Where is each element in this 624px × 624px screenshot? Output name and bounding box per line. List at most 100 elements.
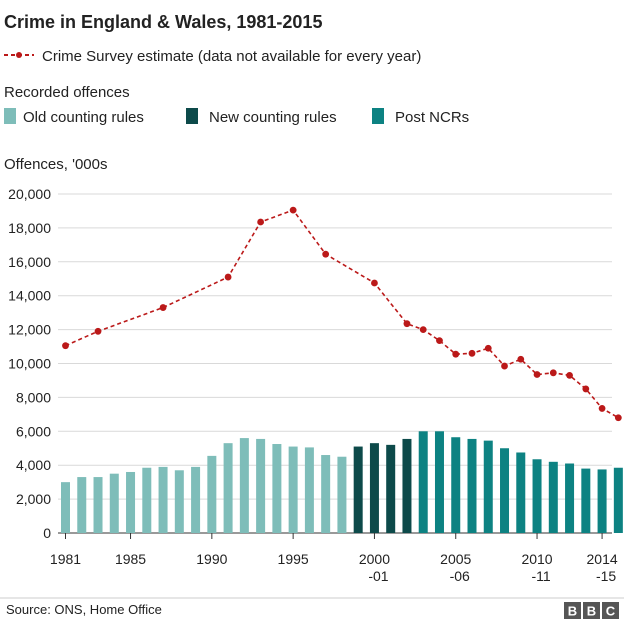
bar-1993	[256, 438, 266, 533]
bar-2013-14	[597, 469, 607, 533]
x-tick-label: 1981	[50, 551, 81, 567]
x-tick-label: -01	[368, 568, 388, 584]
legend-swatch-post-ncrs	[372, 108, 384, 124]
legend-swatch-old-counting-rules	[4, 108, 16, 124]
bbc-logo: B B C	[564, 602, 619, 619]
y-tick-label: 6,000	[16, 423, 51, 439]
crime-survey-point-1991	[224, 273, 232, 281]
svg-text:B: B	[568, 604, 577, 619]
crime-survey-point-2007-08	[501, 362, 508, 370]
crime-survey-path	[65, 209, 619, 419]
bar-2010-11	[548, 461, 558, 533]
bar-1997-98	[337, 456, 347, 533]
chart-title: Crime in England & Wales, 1981-2015	[4, 12, 322, 32]
y-tick-label: 2,000	[16, 491, 51, 507]
y-tick-label: 0	[43, 525, 51, 541]
x-tick-label: 1985	[115, 551, 146, 567]
crime-survey-line	[62, 206, 622, 422]
crime-survey-point-2002-03	[419, 326, 427, 333]
x-tick-label: 2000	[359, 551, 390, 567]
bar-2004-05	[451, 437, 461, 533]
bar-2003-04	[434, 431, 444, 533]
crime-survey-point-1987	[159, 304, 167, 311]
crime-survey-point-2008-09	[517, 355, 525, 363]
bar-2009-10	[532, 459, 542, 533]
y-tick-label: 8,000	[16, 389, 51, 405]
bar-1996	[304, 447, 314, 533]
crime-survey-point-2006-07	[484, 344, 492, 352]
bar-1990	[207, 455, 217, 533]
bar-2012-13	[581, 468, 591, 533]
svg-text:C: C	[606, 604, 616, 619]
bar-2002-03	[418, 431, 428, 533]
bar-1985	[126, 471, 136, 533]
crime-survey-point-2012-13	[582, 385, 590, 393]
x-axis-ticks: 1981 1985 1990 1995 2000-01 2005-06 2010-11 201…	[50, 533, 618, 584]
crime-survey-point-2010-11	[549, 369, 557, 377]
bar-1986	[142, 467, 152, 533]
legend-label-new-counting-rules: New counting rules	[209, 109, 337, 126]
source-note: Source: ONS, Home Office	[6, 602, 162, 617]
bar-1988	[174, 470, 184, 533]
bar-1995	[288, 446, 298, 533]
x-tick-label: 2005	[440, 551, 471, 567]
bar-2007-08	[500, 448, 510, 533]
x-tick-label: 1995	[278, 551, 309, 567]
x-tick-label: 1990	[196, 551, 227, 567]
bar-1984	[109, 473, 119, 533]
crime-survey-point-2013-14	[598, 405, 606, 412]
bar-2001-02	[402, 438, 412, 533]
legend-label-post-ncrs: Post NCRs	[395, 109, 469, 126]
legend-swatch-new-counting-rules	[186, 108, 198, 124]
crime-survey-point-1981	[62, 342, 69, 350]
bar-2006-07	[483, 440, 493, 533]
legend-bars-heading: Recorded offences	[4, 84, 130, 101]
bar-1989	[191, 466, 201, 533]
x-tick-label: -06	[450, 568, 470, 584]
bar-1983	[93, 477, 103, 533]
x-tick-label: -15	[596, 568, 616, 584]
y-tick-label: 12,000	[8, 322, 51, 338]
bar-1982	[77, 477, 87, 533]
crime-survey-point-2003-04	[436, 337, 443, 345]
legend: Crime Survey estimate (data not availabl…	[4, 48, 469, 126]
y-tick-label: 16,000	[8, 254, 51, 270]
bar-2011-12	[565, 463, 575, 533]
bar-1987	[158, 466, 168, 533]
crime-survey-point-2014-15	[614, 414, 622, 422]
x-tick-label: 2010	[521, 551, 552, 567]
crime-survey-point-1983	[94, 327, 102, 335]
y-axis-ticks: 0 2,000 4,000 6,000 8,000 10,000 12,000 14,000 1…	[8, 186, 51, 541]
bar-1997	[321, 455, 331, 533]
legend-line-label: Crime Survey estimate (data not availabl…	[42, 48, 421, 65]
crime-survey-point-1999-00	[371, 279, 378, 287]
bar-1998-99	[353, 446, 363, 533]
bars	[61, 431, 623, 533]
bar-2000-01	[386, 444, 396, 533]
crime-survey-point-2001-02	[403, 320, 411, 328]
x-tick-label: 2014	[587, 551, 618, 567]
y-axis-label: Offences, '000s	[4, 156, 107, 173]
svg-text:B: B	[587, 604, 596, 619]
y-tick-label: 10,000	[8, 356, 51, 372]
bar-2014-15	[613, 467, 623, 533]
x-tick-label: -11	[531, 568, 550, 584]
y-tick-label: 18,000	[8, 220, 51, 236]
bar-2005-06	[467, 438, 477, 533]
legend-label-old-counting-rules: Old counting rules	[23, 109, 144, 126]
crime-survey-point-2009-10	[533, 371, 541, 378]
crime-survey-point-2004-05	[452, 350, 460, 358]
crime-survey-point-1997	[322, 250, 330, 258]
bar-1992	[239, 438, 249, 533]
crime-survey-point-1995	[289, 206, 297, 214]
crime-survey-point-2005-06	[468, 349, 476, 357]
bar-1999-00	[369, 443, 379, 533]
bar-1991	[223, 443, 233, 533]
grid	[58, 193, 612, 534]
y-tick-label: 14,000	[8, 288, 51, 304]
crime-survey-point-2011-12	[566, 371, 573, 379]
y-tick-label: 20,000	[8, 186, 51, 202]
y-tick-label: 4,000	[16, 457, 51, 473]
crime-survey-point-1993	[257, 218, 265, 226]
